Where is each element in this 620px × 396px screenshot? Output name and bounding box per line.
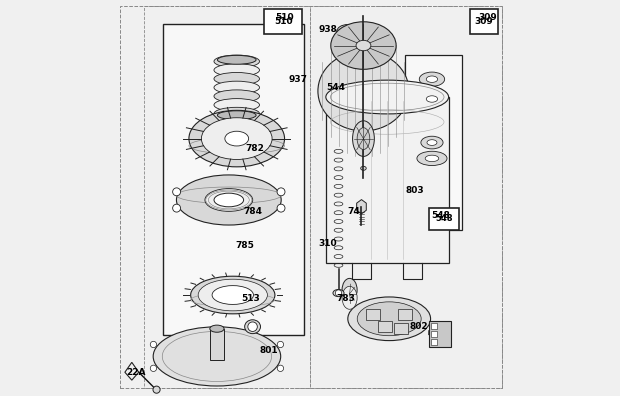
Bar xyxy=(394,323,408,334)
Ellipse shape xyxy=(417,151,447,166)
Text: 548: 548 xyxy=(432,211,450,220)
Ellipse shape xyxy=(427,76,438,82)
Circle shape xyxy=(277,204,285,212)
Circle shape xyxy=(153,386,160,393)
Ellipse shape xyxy=(331,22,396,69)
Ellipse shape xyxy=(357,302,421,336)
Text: 784: 784 xyxy=(243,208,262,216)
Ellipse shape xyxy=(212,286,254,305)
Ellipse shape xyxy=(177,175,281,225)
Text: 801: 801 xyxy=(259,346,278,355)
Ellipse shape xyxy=(202,118,272,160)
Text: 782: 782 xyxy=(245,144,264,153)
Ellipse shape xyxy=(337,25,358,39)
Bar xyxy=(431,339,436,345)
Text: 938: 938 xyxy=(319,25,337,34)
Ellipse shape xyxy=(357,128,370,149)
Text: 802: 802 xyxy=(410,322,428,331)
Ellipse shape xyxy=(342,28,353,35)
Bar xyxy=(366,309,381,320)
Ellipse shape xyxy=(205,188,253,211)
Text: 937: 937 xyxy=(289,75,308,84)
Ellipse shape xyxy=(361,166,366,170)
Text: 22A: 22A xyxy=(126,368,146,377)
Circle shape xyxy=(277,188,285,196)
Text: 74: 74 xyxy=(347,207,360,215)
Circle shape xyxy=(277,341,283,348)
Ellipse shape xyxy=(214,72,260,85)
Bar xyxy=(144,6,310,388)
Ellipse shape xyxy=(342,286,357,309)
Circle shape xyxy=(150,365,157,371)
Ellipse shape xyxy=(318,51,409,131)
Ellipse shape xyxy=(189,110,285,167)
Bar xyxy=(431,323,436,329)
Ellipse shape xyxy=(427,96,438,102)
Circle shape xyxy=(172,204,180,212)
Polygon shape xyxy=(356,200,366,214)
Ellipse shape xyxy=(214,90,260,103)
Ellipse shape xyxy=(353,121,374,156)
Bar xyxy=(164,24,304,335)
Circle shape xyxy=(150,341,157,348)
Text: 510: 510 xyxy=(274,17,293,26)
Text: 544: 544 xyxy=(326,83,345,91)
Text: 513: 513 xyxy=(241,295,260,303)
Bar xyxy=(378,321,392,332)
Bar xyxy=(405,55,463,230)
Bar xyxy=(431,331,436,337)
Ellipse shape xyxy=(333,289,344,297)
Ellipse shape xyxy=(342,278,357,301)
Bar xyxy=(265,9,302,34)
Ellipse shape xyxy=(214,193,244,207)
Text: 310: 310 xyxy=(319,239,337,248)
Ellipse shape xyxy=(153,327,281,386)
Text: 785: 785 xyxy=(235,241,254,250)
Bar xyxy=(310,6,502,388)
Bar xyxy=(210,329,224,360)
Ellipse shape xyxy=(427,140,437,145)
Ellipse shape xyxy=(214,81,260,94)
Ellipse shape xyxy=(356,40,371,51)
Ellipse shape xyxy=(419,72,445,86)
Text: 783: 783 xyxy=(336,295,355,303)
Ellipse shape xyxy=(214,55,260,68)
Ellipse shape xyxy=(214,64,260,76)
Text: 548: 548 xyxy=(435,214,453,223)
Ellipse shape xyxy=(245,320,260,333)
Ellipse shape xyxy=(214,107,260,120)
Circle shape xyxy=(335,290,342,296)
Ellipse shape xyxy=(198,279,267,311)
Ellipse shape xyxy=(210,325,224,332)
Ellipse shape xyxy=(326,80,449,114)
Bar xyxy=(326,97,449,263)
Ellipse shape xyxy=(225,131,249,146)
Circle shape xyxy=(277,365,283,371)
Ellipse shape xyxy=(421,136,443,149)
Ellipse shape xyxy=(419,92,445,106)
Text: 803: 803 xyxy=(405,186,424,194)
Ellipse shape xyxy=(190,276,275,314)
Circle shape xyxy=(248,322,257,331)
Ellipse shape xyxy=(218,55,256,64)
Text: 309: 309 xyxy=(479,13,498,22)
Bar xyxy=(429,208,459,230)
Ellipse shape xyxy=(214,99,260,111)
Circle shape xyxy=(172,188,180,196)
Ellipse shape xyxy=(425,155,439,162)
Bar xyxy=(398,309,412,320)
Text: 309: 309 xyxy=(475,17,494,26)
Bar xyxy=(429,321,451,346)
Bar xyxy=(471,9,498,34)
Ellipse shape xyxy=(218,111,256,120)
Text: 510: 510 xyxy=(275,13,294,22)
Ellipse shape xyxy=(348,297,430,341)
